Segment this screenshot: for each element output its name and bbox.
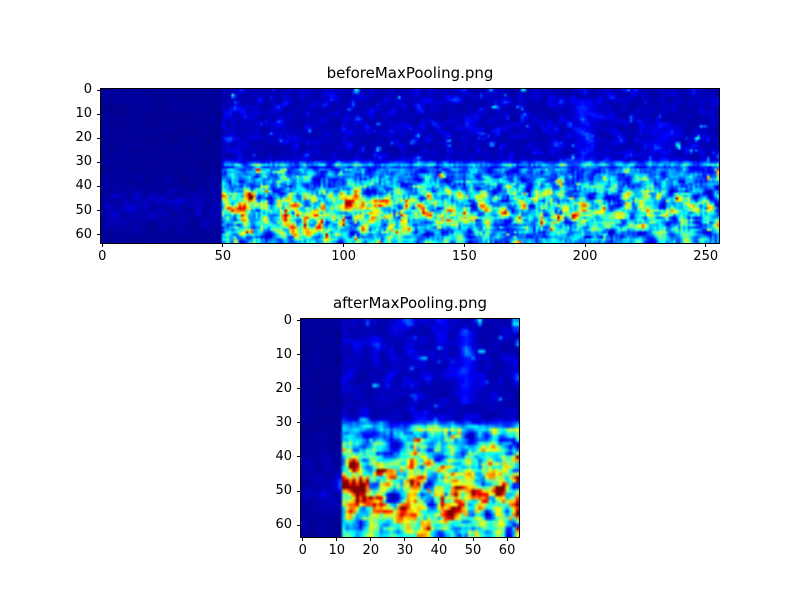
- y-tick-mark: [297, 354, 301, 356]
- y-tick-label: 0: [83, 82, 92, 98]
- y-tick-label: 50: [75, 202, 92, 218]
- x-tick-label: 0: [98, 249, 107, 264]
- x-tick-mark: [343, 243, 345, 247]
- x-tick-mark: [506, 537, 508, 541]
- y-tick-label: 40: [275, 448, 292, 464]
- x-tick-mark: [705, 243, 707, 247]
- y-tick-mark: [297, 320, 301, 322]
- x-tick-mark: [472, 537, 474, 541]
- y-tick-mark: [97, 210, 101, 212]
- x-tick-label: 200: [572, 249, 598, 264]
- x-tick-mark: [463, 243, 465, 247]
- y-tick-mark: [97, 137, 101, 139]
- y-tick-label: 40: [75, 178, 92, 194]
- x-tick-mark: [222, 243, 224, 247]
- y-tick-mark: [97, 89, 101, 91]
- y-tick-label: 50: [275, 483, 292, 499]
- y-tick-mark: [97, 185, 101, 187]
- x-tick-label: 150: [451, 249, 477, 264]
- heatmap-image-after: [301, 319, 519, 537]
- x-tick-label: 100: [331, 249, 357, 264]
- before-maxpooling-plot: beforeMaxPooling.png 0 50 100 150 200 250 0 10 2…: [75, 65, 720, 264]
- y-tick-label: 20: [75, 130, 92, 146]
- plot-title-after: afterMaxPooling.png: [332, 294, 488, 312]
- x-tick-label: 30: [396, 543, 414, 558]
- y-tick-label: 60: [275, 517, 292, 533]
- y-tick-mark: [297, 490, 301, 492]
- axes-box-after: 0 10 20 30 40 50 60 0 10 20 30 40 50 60: [275, 313, 520, 558]
- y-tick-label: 0: [283, 312, 292, 328]
- y-tick-label: 30: [275, 414, 292, 430]
- x-tick-label: 250: [693, 249, 719, 264]
- y-tick-mark: [297, 456, 301, 458]
- y-tick-mark: [97, 113, 101, 115]
- x-tick-label: 0: [298, 543, 307, 558]
- x-tick-mark: [370, 537, 372, 541]
- heatmap-image-before: [101, 89, 719, 243]
- x-tick-mark: [404, 537, 406, 541]
- y-tick-label: 30: [75, 154, 92, 170]
- y-tick-mark: [297, 422, 301, 424]
- x-tick-label: 20: [362, 543, 380, 558]
- y-tick-mark: [297, 524, 301, 526]
- x-tick-mark: [101, 243, 103, 247]
- x-tick-label: 60: [498, 543, 516, 558]
- y-tick-mark: [297, 388, 301, 390]
- x-tick-label: 50: [214, 249, 232, 264]
- x-tick-mark: [302, 537, 304, 541]
- x-tick-label: 50: [464, 543, 482, 558]
- y-tick-label: 20: [275, 380, 292, 396]
- x-tick-mark: [438, 537, 440, 541]
- x-tick-label: 40: [430, 543, 448, 558]
- x-tick-mark: [336, 537, 338, 541]
- x-tick-label: 10: [328, 543, 346, 558]
- y-tick-mark: [97, 234, 101, 236]
- after-maxpooling-plot: afterMaxPooling.png 0 10 20 30 40 50 60 0 10 20 30…: [275, 295, 520, 558]
- y-tick-mark: [97, 161, 101, 163]
- plot-title-before: beforeMaxPooling.png: [326, 64, 494, 82]
- y-tick-label: 60: [75, 226, 92, 242]
- x-tick-mark: [584, 243, 586, 247]
- y-tick-label: 10: [275, 346, 292, 362]
- y-tick-label: 10: [75, 106, 92, 122]
- axes-box-before: 0 50 100 150 200 250 0 10 20 30 40 50 60: [75, 83, 720, 264]
